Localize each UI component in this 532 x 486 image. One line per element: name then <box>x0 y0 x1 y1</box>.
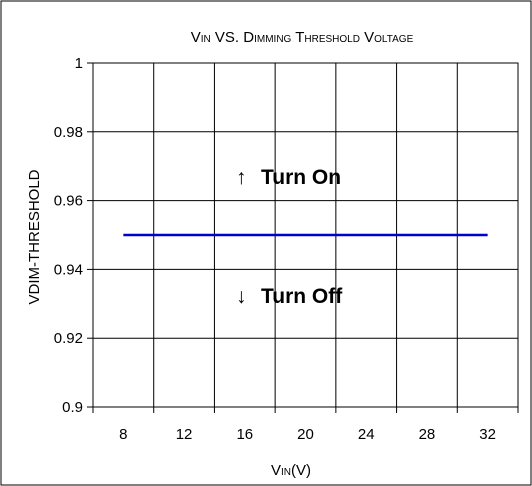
subscript-text: IN <box>281 467 291 478</box>
label-text: VS. D <box>211 29 255 46</box>
annotation-turn-on: ↑ Turn On <box>236 166 341 189</box>
x-tick-label: 8 <box>119 426 127 443</box>
chart-title: VIN VS. DIMMING THRESHOLD VOLTAGE <box>191 29 414 46</box>
label-text: V <box>360 29 374 46</box>
y-tick-label: 0.92 <box>54 330 83 347</box>
x-tick-label: 12 <box>176 426 193 443</box>
label-text: V <box>191 29 201 46</box>
turn-on-arrow-icon: ↑ <box>236 166 247 189</box>
y-axis-label: VDIM-THRESHOLD <box>26 169 43 304</box>
label-text: V <box>271 462 281 479</box>
turn-on-label: Turn On <box>261 166 341 189</box>
plot-area <box>92 62 519 408</box>
y-tick-label: 0.9 <box>62 399 83 416</box>
y-tick-label: 0.98 <box>54 124 83 141</box>
y-tick-label: 1 <box>75 55 83 72</box>
y-axis-ticks: 0.9 0.92 0.94 0.96 0.98 1 <box>54 55 93 416</box>
subscript-text: HRESHOLD <box>304 34 360 45</box>
subscript-text: OLTAGE <box>374 34 413 45</box>
turn-off-arrow-icon: ↓ <box>236 285 247 308</box>
x-tick-label: 24 <box>358 426 375 443</box>
turn-off-label: Turn Off <box>261 285 343 308</box>
x-tick-label: 16 <box>236 426 253 443</box>
annotation-turn-off: ↓ Turn Off <box>236 285 343 308</box>
subscript-text: IN <box>201 34 211 45</box>
x-tick-label: 20 <box>297 426 314 443</box>
y-tick-label: 0.94 <box>54 261 83 278</box>
x-tick-label: 28 <box>419 426 436 443</box>
label-text: T <box>291 29 304 46</box>
label-text: (V) <box>291 462 311 479</box>
x-axis-label: VIN(V) <box>271 462 311 479</box>
x-axis-ticks: 8 12 16 20 24 28 32 <box>92 407 519 443</box>
x-tick-label: 32 <box>479 426 496 443</box>
subscript-text: IMMING <box>254 34 291 45</box>
y-tick-label: 0.96 <box>54 193 83 210</box>
